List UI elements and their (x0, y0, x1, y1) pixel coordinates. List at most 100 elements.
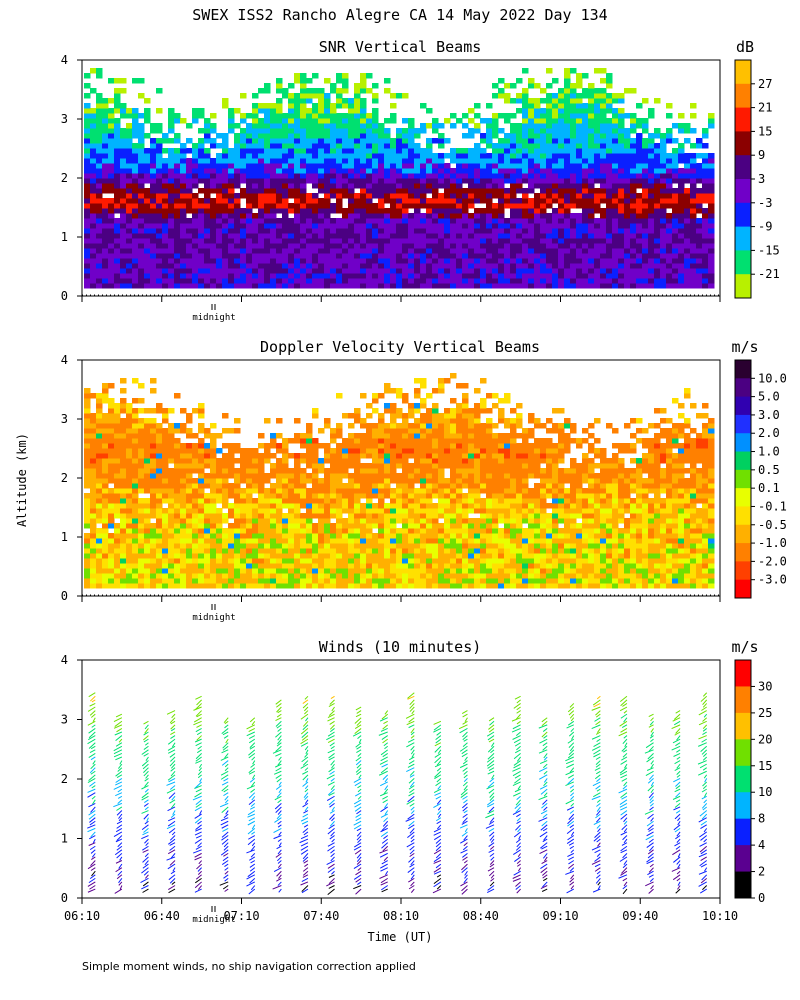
snr-cell (366, 283, 373, 289)
snr-cell (300, 93, 307, 99)
doppler-cell (624, 528, 631, 534)
snr-cell (288, 263, 295, 269)
doppler-cell (108, 573, 115, 579)
snr-cell (588, 83, 595, 89)
snr-cell (642, 253, 649, 259)
snr-cell (618, 243, 625, 249)
snr-cell (678, 143, 685, 149)
snr-cell (552, 263, 559, 269)
snr-cell (456, 273, 463, 279)
doppler-cell (372, 548, 379, 554)
snr-cell (306, 178, 313, 184)
snr-cell (396, 143, 403, 149)
snr-cell (498, 188, 505, 194)
snr-cell (516, 238, 523, 244)
snr-cell (552, 78, 559, 84)
snr-cell (540, 113, 547, 119)
snr-cell (444, 193, 451, 199)
doppler-cell (216, 583, 223, 589)
doppler-cell (636, 548, 643, 554)
snr-cell (474, 208, 481, 214)
snr-cell (192, 198, 199, 204)
snr-cell (696, 188, 703, 194)
snr-cell (630, 138, 637, 144)
snr-cell (492, 188, 499, 194)
snr-cell (318, 103, 325, 109)
doppler-cell (258, 548, 265, 554)
doppler-cell (690, 548, 697, 554)
doppler-cell (426, 553, 433, 559)
snr-cell (450, 168, 457, 174)
snr-cell (306, 253, 313, 259)
snr-cell (246, 258, 253, 264)
snr-cell (384, 88, 391, 94)
snr-cell (618, 198, 625, 204)
snr-cell (378, 168, 385, 174)
snr-cell (402, 178, 409, 184)
snr-cell (222, 143, 229, 149)
snr-cell (588, 208, 595, 214)
snr-cell (432, 173, 439, 179)
snr-cell (678, 188, 685, 194)
snr-cell (546, 203, 553, 209)
doppler-cell (348, 528, 355, 534)
doppler-cell (618, 538, 625, 544)
snr-cell (330, 188, 337, 194)
doppler-cell (180, 558, 187, 564)
snr-cell (594, 128, 601, 134)
doppler-cell (528, 568, 535, 574)
snr-cell (432, 193, 439, 199)
doppler-cell (102, 553, 109, 559)
snr-cell (354, 283, 361, 289)
snr-cell (516, 233, 523, 239)
snr-cell (264, 168, 271, 174)
snr-cell (210, 203, 217, 209)
snr-cell (228, 273, 235, 279)
snr-cell (336, 263, 343, 269)
snr-cell (492, 223, 499, 229)
snr-cell (576, 93, 583, 99)
doppler-cell (312, 533, 319, 539)
snr-cell (186, 168, 193, 174)
snr-cell (570, 193, 577, 199)
snr-cell (414, 233, 421, 239)
snr-cell (144, 273, 151, 279)
snr-cell (84, 233, 91, 239)
snr-cell (576, 233, 583, 239)
snr-cell (462, 243, 469, 249)
doppler-cell (210, 533, 217, 539)
snr-cell (120, 253, 127, 259)
snr-cell (342, 168, 349, 174)
snr-cell (150, 248, 157, 254)
snr-cell (558, 213, 565, 219)
snr-cell (258, 148, 265, 154)
doppler-cell (216, 543, 223, 549)
snr-cell (708, 153, 715, 159)
snr-cell (552, 168, 559, 174)
snr-cell (270, 143, 277, 149)
doppler-cell (486, 578, 493, 584)
doppler-cell (186, 538, 193, 544)
snr-cell (618, 173, 625, 179)
snr-cell (198, 188, 205, 194)
snr-cell (84, 163, 91, 169)
doppler-cell (132, 528, 139, 534)
snr-cell (570, 98, 577, 104)
snr-cell (588, 273, 595, 279)
snr-cell (222, 243, 229, 249)
snr-cell (654, 223, 661, 229)
snr-cell (132, 133, 139, 139)
snr-cell (396, 278, 403, 284)
snr-cell (540, 268, 547, 274)
snr-cell (594, 228, 601, 234)
snr-cell (192, 283, 199, 289)
snr-cell (378, 138, 385, 144)
snr-cell (480, 183, 487, 189)
doppler-cell (684, 578, 691, 584)
doppler-cell (444, 558, 451, 564)
doppler-cell (486, 568, 493, 574)
snr-cell (336, 253, 343, 259)
doppler-cell (660, 558, 667, 564)
snr-cell (216, 263, 223, 269)
snr-cell (372, 273, 379, 279)
